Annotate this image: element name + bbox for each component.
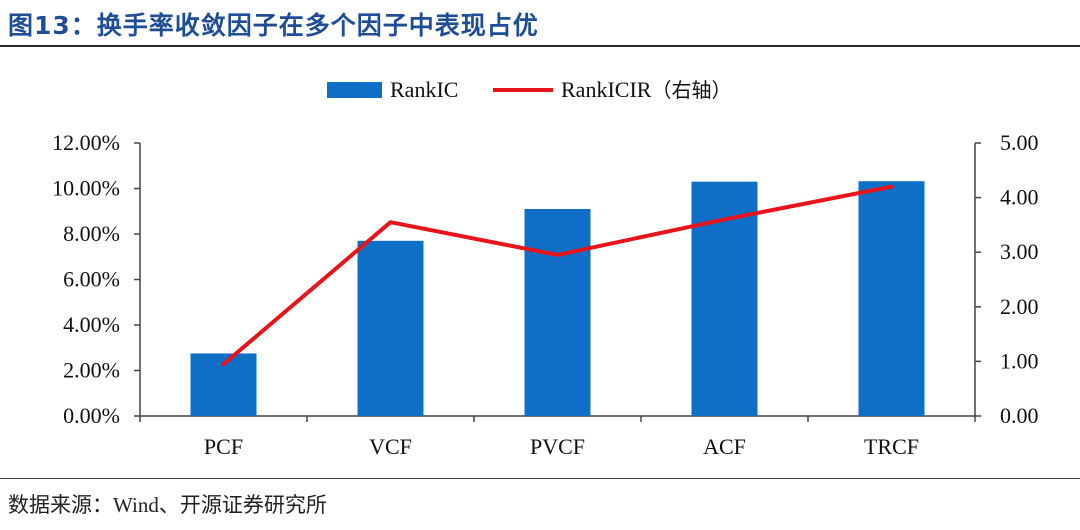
right-axis-tick-label: 4.00 — [1000, 185, 1039, 210]
title-divider — [0, 45, 1080, 47]
bar-rankic — [524, 208, 591, 416]
right-axis-tick-label: 0.00 — [1000, 403, 1039, 428]
x-axis-tick-label: PVCF — [530, 434, 585, 459]
x-axis-tick-label: PCF — [204, 434, 243, 459]
left-axis-tick-label: 0.00% — [63, 403, 120, 428]
plot-area: 0.00% 2.00% 4.00% 6.00% 8.00% 10.00% 12.00% 0.0… — [52, 130, 1038, 459]
x-axis-tick-label: ACF — [703, 434, 746, 459]
legend-label-rankicir: RankICIR（右轴） — [561, 77, 731, 102]
legend-swatch-rankic — [327, 82, 382, 98]
footer-divider — [0, 478, 1080, 479]
left-axis-tick-label: 8.00% — [63, 221, 120, 246]
legend: RankIC RankICIR（右轴） — [327, 77, 731, 102]
left-axis-tick-label: 12.00% — [52, 130, 120, 155]
right-axis-tick-label: 1.00 — [1000, 348, 1039, 373]
x-axis-tick-label: VCF — [369, 434, 412, 459]
figure-title: 图13：换手率收敛因子在多个因子中表现占优 — [8, 11, 539, 40]
left-axis-tick-label: 2.00% — [63, 358, 120, 383]
bar-rankic — [357, 240, 424, 416]
left-axis-tick-label: 10.00% — [52, 176, 120, 201]
legend-label-rankic: RankIC — [390, 77, 458, 102]
chart: RankIC RankICIR（右轴） 0.00% 2.00% 4.00% 6.00%… — [52, 77, 1038, 459]
bar-rankic — [858, 181, 925, 416]
right-axis-tick-label: 3.00 — [1000, 239, 1039, 264]
right-axis-tick-label: 2.00 — [1000, 294, 1039, 319]
right-axis-tick-label: 5.00 — [1000, 130, 1039, 155]
x-axis-tick-label: TRCF — [864, 434, 919, 459]
left-axis-tick-label: 4.00% — [63, 312, 120, 337]
source-note: 数据来源：Wind、开源证券研究所 — [8, 489, 327, 519]
source-label: 数据来源： — [8, 493, 113, 517]
source-value: Wind、开源证券研究所 — [113, 493, 327, 517]
left-axis-tick-label: 6.00% — [63, 267, 120, 292]
